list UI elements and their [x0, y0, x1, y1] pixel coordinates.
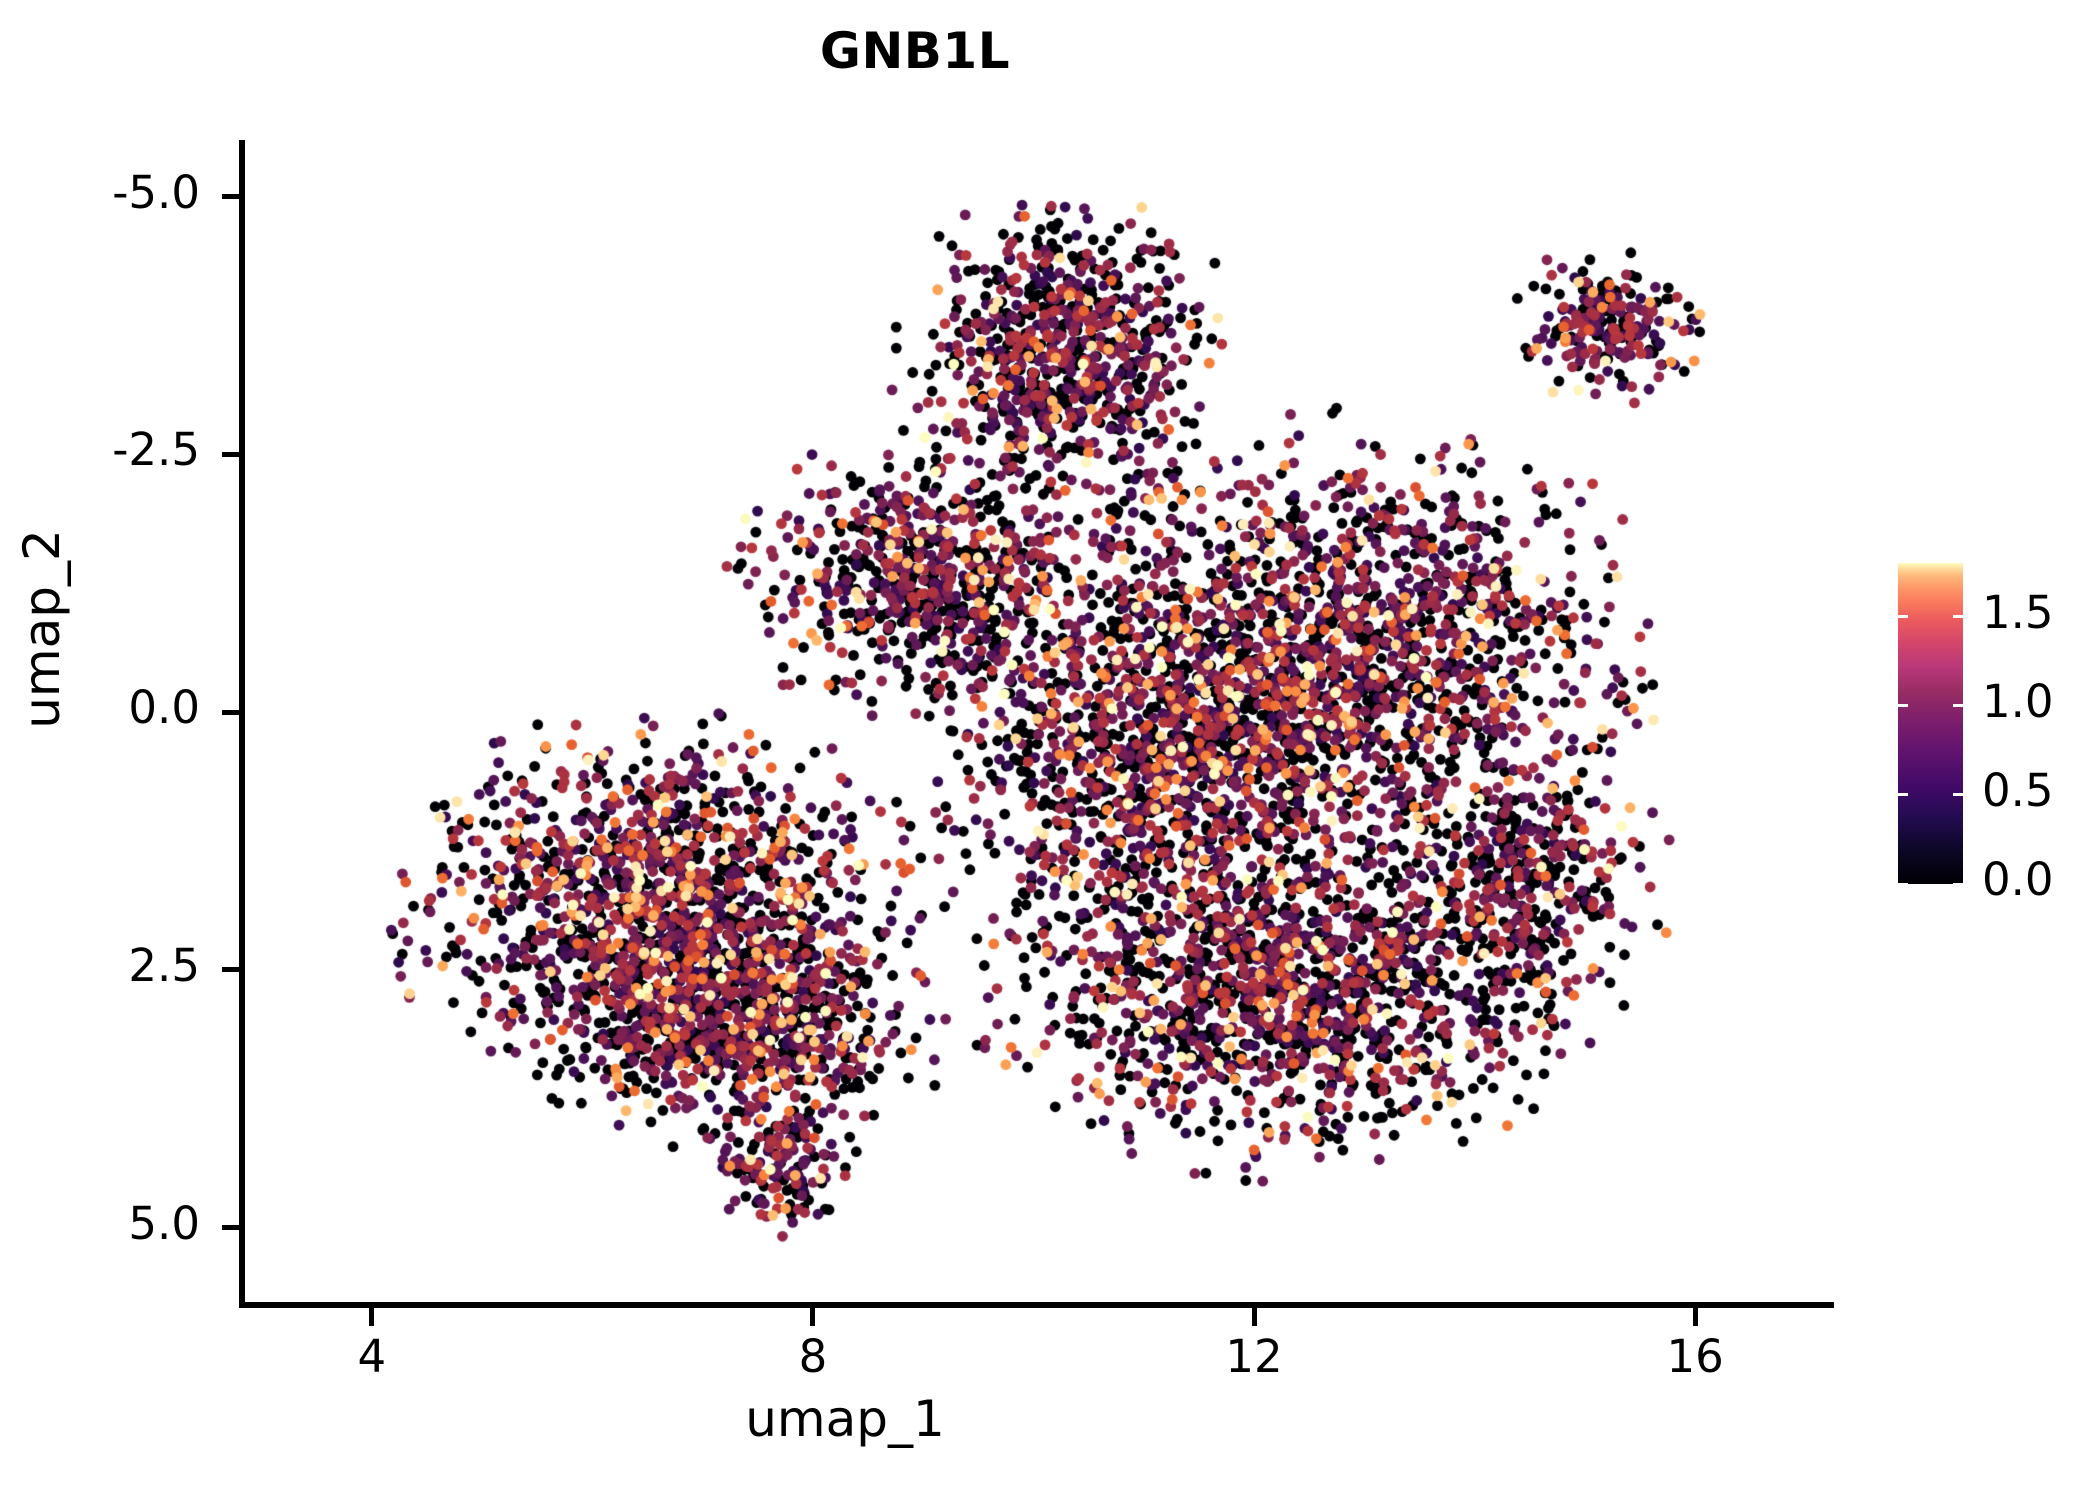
colorbar-tick-mark: [1953, 793, 1963, 797]
y-tick-mark: [222, 709, 239, 715]
x-tick-label: 16: [1666, 1330, 1724, 1383]
colorbar-tick-mark: [1953, 615, 1963, 618]
y-tick-label: 2.5: [128, 938, 200, 992]
y-tick-label: 0.0: [128, 681, 200, 735]
x-axis-label: umap_1: [0, 1390, 2100, 1448]
y-tick-mark: [222, 1225, 239, 1231]
scatter-points-canvas: [245, 140, 1833, 1305]
colorbar-tick-label: 1.0: [1982, 674, 2054, 728]
x-tick-mark: [369, 1308, 375, 1326]
colorbar-tick-mark: [1898, 615, 1908, 618]
x-tick-mark: [810, 1308, 816, 1326]
y-tick-label: 5.0: [128, 1196, 200, 1250]
colorbar-tick-label: 0.0: [1982, 853, 2054, 906]
x-tick-label: 12: [1225, 1330, 1283, 1383]
x-tick-label: 8: [798, 1330, 828, 1383]
y-axis-label: umap_2: [13, 529, 71, 729]
x-tick-mark: [1251, 1308, 1257, 1326]
colorbar-tick-label: 1.5: [1982, 585, 2054, 639]
colorbar-tick-label: 0.5: [1982, 763, 2054, 817]
colorbar-tick-mark: [1953, 704, 1963, 708]
colorbar-tick-mark: [1898, 793, 1908, 797]
colorbar-tick-mark: [1898, 704, 1908, 708]
x-axis-label-text: umap_1: [745, 1390, 945, 1448]
y-tick-label: -5.0: [112, 165, 200, 219]
y-axis-spine: [239, 140, 245, 1308]
x-tick-label: 4: [357, 1330, 387, 1383]
x-axis-spine: [239, 1302, 1834, 1308]
colorbar-tick-mark: [1898, 882, 1908, 886]
colorbar-gradient: [1898, 563, 1963, 884]
scatter-plot-area: [245, 140, 1833, 1305]
colorbar-tick-mark: [1953, 882, 1963, 886]
y-tick-mark: [222, 451, 239, 457]
y-tick-mark: [222, 967, 239, 973]
page-title: GNB1L: [819, 22, 1011, 80]
y-tick-mark: [222, 194, 239, 200]
y-tick-label: -2.5: [112, 423, 200, 477]
x-tick-mark: [1692, 1308, 1698, 1326]
